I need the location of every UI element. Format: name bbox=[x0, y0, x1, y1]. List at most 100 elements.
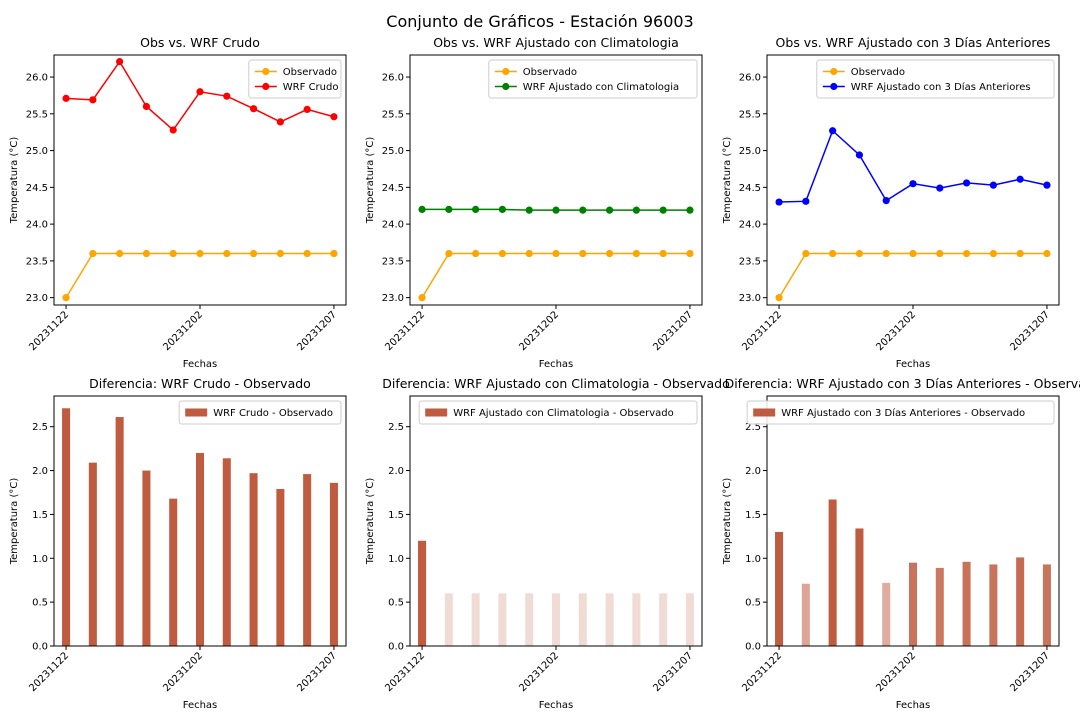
data-point bbox=[472, 205, 480, 214]
y-tick-label: 25.0 bbox=[739, 146, 761, 157]
y-tick-label: 0.5 bbox=[32, 598, 48, 609]
legend-label: Observado bbox=[523, 67, 577, 78]
data-point bbox=[962, 249, 971, 258]
data-point bbox=[632, 249, 640, 258]
legend: WRF Ajustado con Climatologia - Observad… bbox=[418, 400, 698, 425]
y-tick-label: 1.0 bbox=[32, 554, 48, 565]
data-point bbox=[330, 249, 338, 258]
y-tick-label: 26.0 bbox=[382, 73, 404, 84]
bar bbox=[632, 593, 641, 646]
y-tick-label: 23.0 bbox=[739, 293, 761, 304]
bar bbox=[908, 562, 918, 646]
data-point bbox=[579, 206, 587, 214]
bar bbox=[62, 408, 71, 646]
y-axis-label: Temperatura (°C) bbox=[365, 137, 376, 225]
x-axis-label: Fechas bbox=[896, 359, 931, 370]
data-point bbox=[525, 249, 533, 258]
y-tick-label: 24.5 bbox=[26, 183, 48, 194]
data-point bbox=[1016, 175, 1024, 183]
data-point bbox=[579, 249, 587, 258]
legend-bar-swatch bbox=[753, 408, 776, 417]
legend-box bbox=[418, 400, 698, 425]
bar bbox=[578, 593, 587, 646]
y-axis-label: Temperatura (°C) bbox=[9, 137, 20, 225]
panel-title: Diferencia: WRF Ajustado con Climatologi… bbox=[382, 376, 730, 391]
data-point bbox=[605, 249, 614, 258]
y-tick-label: 0.0 bbox=[388, 642, 404, 653]
bar bbox=[115, 417, 124, 646]
legend-bar-swatch bbox=[425, 408, 448, 417]
data-point bbox=[445, 205, 453, 214]
x-axis-label: Fechas bbox=[539, 700, 574, 711]
data-point bbox=[1016, 249, 1024, 258]
legend-box bbox=[816, 59, 1055, 99]
data-point bbox=[632, 206, 640, 214]
data-point bbox=[775, 294, 783, 302]
bar bbox=[685, 593, 694, 646]
data-point bbox=[855, 249, 864, 258]
data-point bbox=[882, 196, 890, 205]
legend-box bbox=[746, 400, 1055, 425]
data-point bbox=[303, 249, 311, 258]
bar bbox=[1042, 564, 1051, 646]
panel-title: Obs vs. WRF Ajustado con 3 Días Anterior… bbox=[776, 35, 1051, 50]
bar bbox=[195, 453, 205, 646]
data-point bbox=[936, 184, 944, 192]
y-tick-label: 25.5 bbox=[26, 109, 48, 120]
data-point bbox=[498, 249, 507, 258]
legend: WRF Ajustado con 3 Días Anteriores - Obs… bbox=[746, 400, 1055, 425]
legend-label: Observado bbox=[283, 67, 337, 78]
y-tick-label: 2.5 bbox=[32, 422, 48, 433]
legend-label: WRF Ajustado con 3 Días Anteriores - Obs… bbox=[781, 407, 1025, 419]
legend-label: WRF Crudo - Observado bbox=[213, 408, 333, 419]
data-point bbox=[686, 249, 694, 258]
legend-label: WRF Ajustado con Climatologia - Observad… bbox=[453, 408, 674, 419]
data-point bbox=[909, 180, 917, 188]
bar bbox=[276, 488, 285, 646]
y-tick-label: 25.0 bbox=[26, 146, 48, 157]
x-axis-label: Fechas bbox=[183, 359, 218, 370]
figure-title: Conjunto de Gráficos - Estación 96003 bbox=[386, 12, 693, 31]
panel-title: Diferencia: WRF Ajustado con 3 Días Ante… bbox=[725, 376, 1080, 391]
y-tick-label: 1.5 bbox=[745, 510, 761, 521]
bar bbox=[962, 561, 971, 646]
bar bbox=[1016, 557, 1025, 646]
bar bbox=[142, 470, 151, 646]
data-point bbox=[169, 126, 177, 134]
bar bbox=[935, 567, 944, 646]
data-point bbox=[89, 249, 97, 258]
data-point bbox=[1043, 181, 1051, 189]
y-tick-label: 2.0 bbox=[32, 466, 48, 477]
data-point bbox=[303, 105, 311, 114]
y-axis-label: Temperatura (°C) bbox=[722, 137, 733, 225]
legend-marker-swatch bbox=[262, 67, 270, 76]
data-point bbox=[276, 118, 284, 126]
bar bbox=[659, 593, 668, 646]
y-tick-label: 2.0 bbox=[388, 466, 404, 477]
y-axis-label: Temperatura (°C) bbox=[722, 478, 733, 566]
legend-marker-swatch bbox=[830, 82, 838, 91]
legend-label: WRF Ajustado con Climatologia bbox=[523, 82, 679, 93]
y-tick-label: 0.0 bbox=[32, 642, 48, 653]
data-point bbox=[418, 294, 426, 302]
bar bbox=[222, 458, 231, 646]
data-point bbox=[552, 206, 560, 214]
y-axis-label: Temperatura (°C) bbox=[9, 478, 20, 566]
x-axis-label: Fechas bbox=[539, 359, 574, 370]
data-point bbox=[196, 88, 204, 96]
data-point bbox=[659, 206, 667, 214]
bar bbox=[551, 593, 561, 646]
data-point bbox=[882, 249, 890, 258]
y-tick-label: 23.5 bbox=[382, 256, 404, 267]
y-tick-label: 2.0 bbox=[745, 466, 761, 477]
x-axis-label: Fechas bbox=[183, 700, 218, 711]
data-point bbox=[659, 249, 667, 258]
data-point bbox=[223, 249, 231, 258]
bar bbox=[169, 498, 178, 646]
y-tick-label: 24.0 bbox=[739, 220, 761, 231]
panel-title: Diferencia: WRF Crudo - Observado bbox=[89, 376, 311, 391]
y-tick-label: 0.0 bbox=[745, 642, 761, 653]
legend-marker-swatch bbox=[830, 67, 838, 76]
data-point bbox=[525, 206, 533, 214]
data-point bbox=[169, 249, 177, 258]
